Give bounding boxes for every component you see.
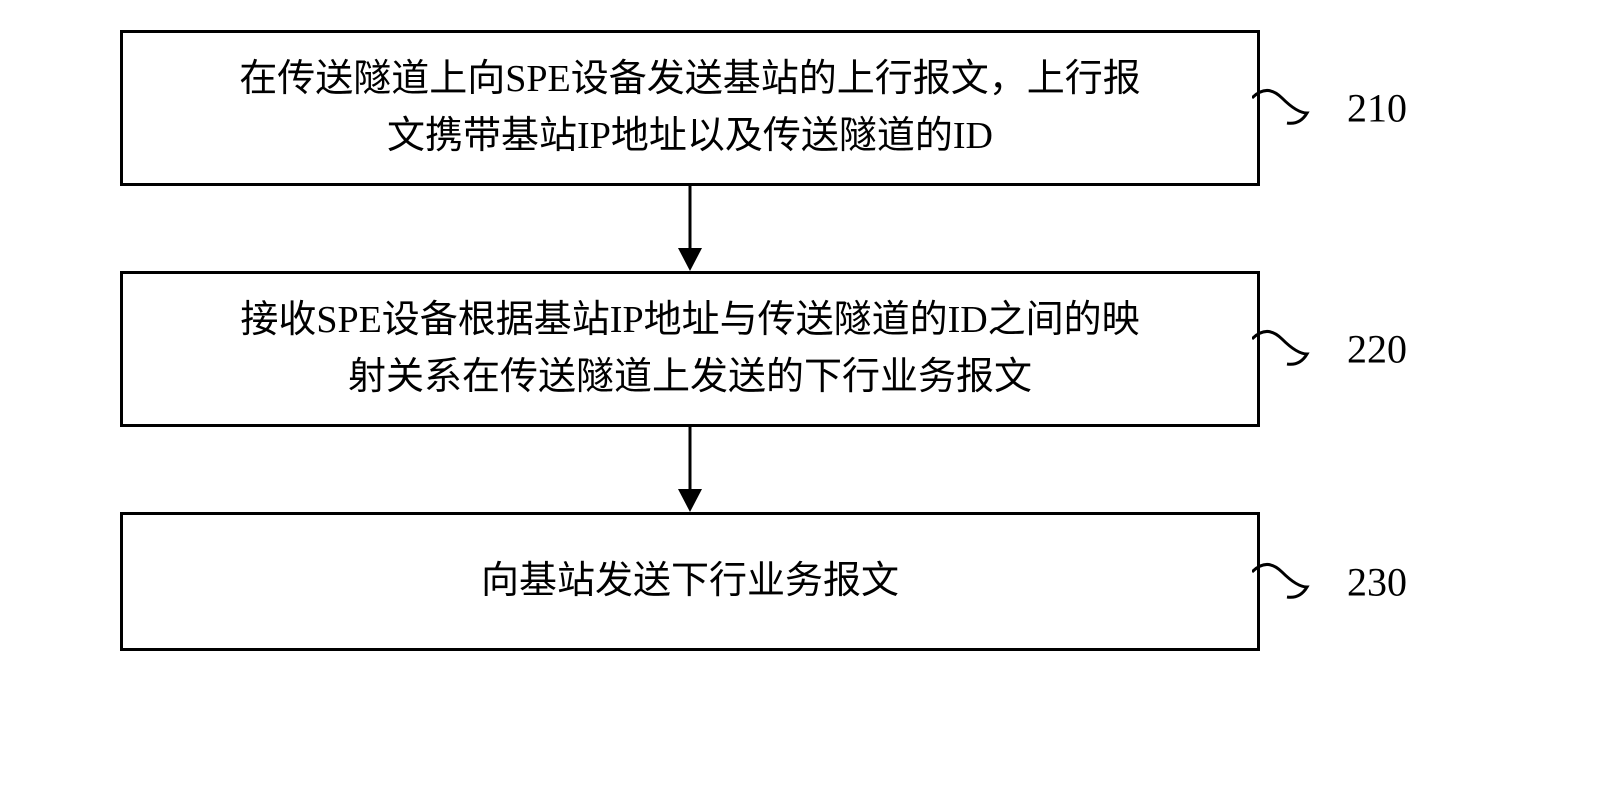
flowchart-node-3: 向基站发送下行业务报文 230 [120, 512, 1260, 651]
flowchart-node-1: 在传送隧道上向SPE设备发送基站的上行报文，上行报 文携带基站IP地址以及传送隧… [120, 30, 1260, 186]
connector-wave-icon [1252, 324, 1312, 374]
arrow-down-icon [670, 186, 710, 271]
connector-wave-icon [1252, 557, 1312, 607]
node-text: 在传送隧道上向SPE设备发送基站的上行报文，上行报 文携带基站IP地址以及传送隧… [153, 51, 1227, 165]
arrow-2 [120, 427, 1260, 512]
flowchart-node-2: 接收SPE设备根据基站IP地址与传送隧道的ID之间的映 射关系在传送隧道上发送的… [120, 271, 1260, 427]
connector-wave-icon [1252, 83, 1312, 133]
flowchart-container: 在传送隧道上向SPE设备发送基站的上行报文，上行报 文携带基站IP地址以及传送隧… [120, 30, 1480, 651]
node-3-line-1: 向基站发送下行业务报文 [481, 560, 899, 602]
arrow-down-icon [670, 427, 710, 512]
node-1-line-1: 在传送隧道上向SPE设备发送基站的上行报文，上行报 [239, 58, 1140, 100]
node-1-label: 210 [1347, 85, 1407, 132]
node-3-label: 230 [1347, 558, 1407, 605]
node-2-line-2: 射关系在传送隧道上发送的下行业务报文 [348, 356, 1032, 398]
node-text: 接收SPE设备根据基站IP地址与传送隧道的ID之间的映 射关系在传送隧道上发送的… [153, 292, 1227, 406]
node-2-line-1: 接收SPE设备根据基站IP地址与传送隧道的ID之间的映 [240, 299, 1139, 341]
node-1-line-2: 文携带基站IP地址以及传送隧道的ID [387, 115, 993, 157]
arrow-1 [120, 186, 1260, 271]
node-text: 向基站发送下行业务报文 [153, 553, 1227, 610]
node-2-label: 220 [1347, 326, 1407, 373]
